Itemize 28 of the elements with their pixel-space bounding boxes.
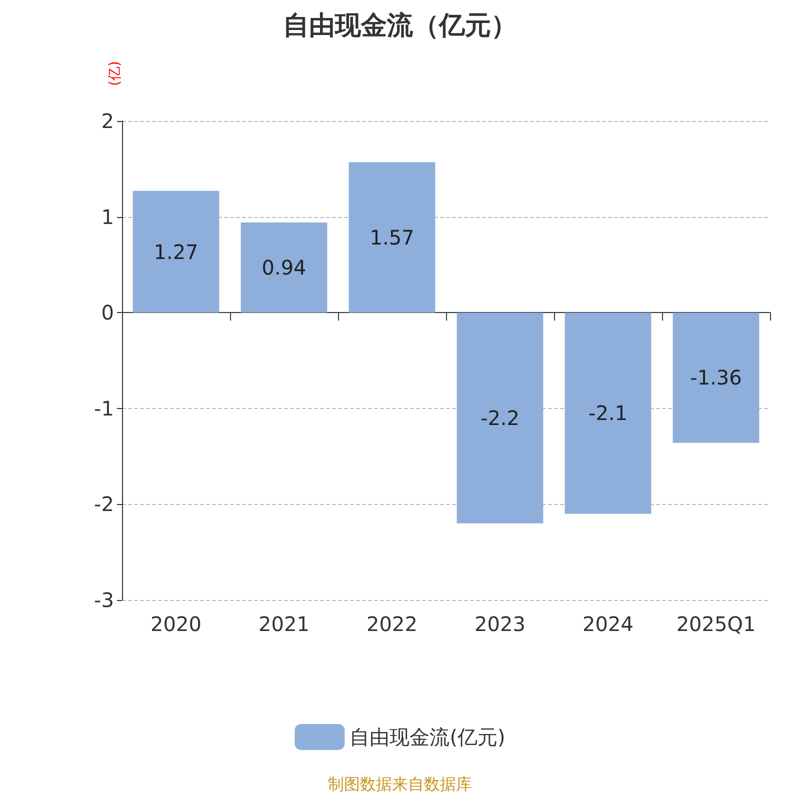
bar bbox=[348, 162, 436, 313]
data-label: -1.36 bbox=[690, 366, 742, 390]
data-label: -2.1 bbox=[588, 401, 628, 426]
text: 制图数据来自数据库 bbox=[328, 774, 472, 794]
y-tick-label: 1 bbox=[101, 204, 114, 229]
legend-label: 自由现金流(亿元) bbox=[350, 725, 506, 749]
data-label: -2.2 bbox=[480, 406, 520, 430]
y-tick-label: -3 bbox=[94, 588, 114, 612]
x-tick-label: 2024 bbox=[582, 612, 634, 636]
y-tick-label: 2 bbox=[101, 109, 114, 133]
bar bbox=[132, 190, 220, 313]
bar bbox=[672, 312, 760, 443]
bar bbox=[240, 222, 328, 313]
y-tick-label: -2 bbox=[94, 492, 114, 516]
y-axis-title: (亿) bbox=[107, 61, 123, 86]
data-label: 1.27 bbox=[154, 240, 198, 264]
x-tick-label: 2025Q1 bbox=[676, 612, 756, 636]
data-label: 1.57 bbox=[370, 225, 414, 250]
data-label: 0.94 bbox=[262, 256, 306, 280]
chart-title: 自由现金流（亿元） bbox=[283, 11, 517, 41]
x-tick-label: 2020 bbox=[150, 612, 202, 636]
y-tick-label: 0 bbox=[101, 300, 114, 325]
bar bbox=[456, 312, 544, 524]
x-tick-label: 2021 bbox=[258, 612, 310, 636]
bar bbox=[564, 312, 652, 514]
x-tick-label: 2023 bbox=[474, 612, 526, 636]
x-tick-label: 2022 bbox=[366, 612, 418, 636]
y-tick-label: -1 bbox=[94, 396, 114, 420]
